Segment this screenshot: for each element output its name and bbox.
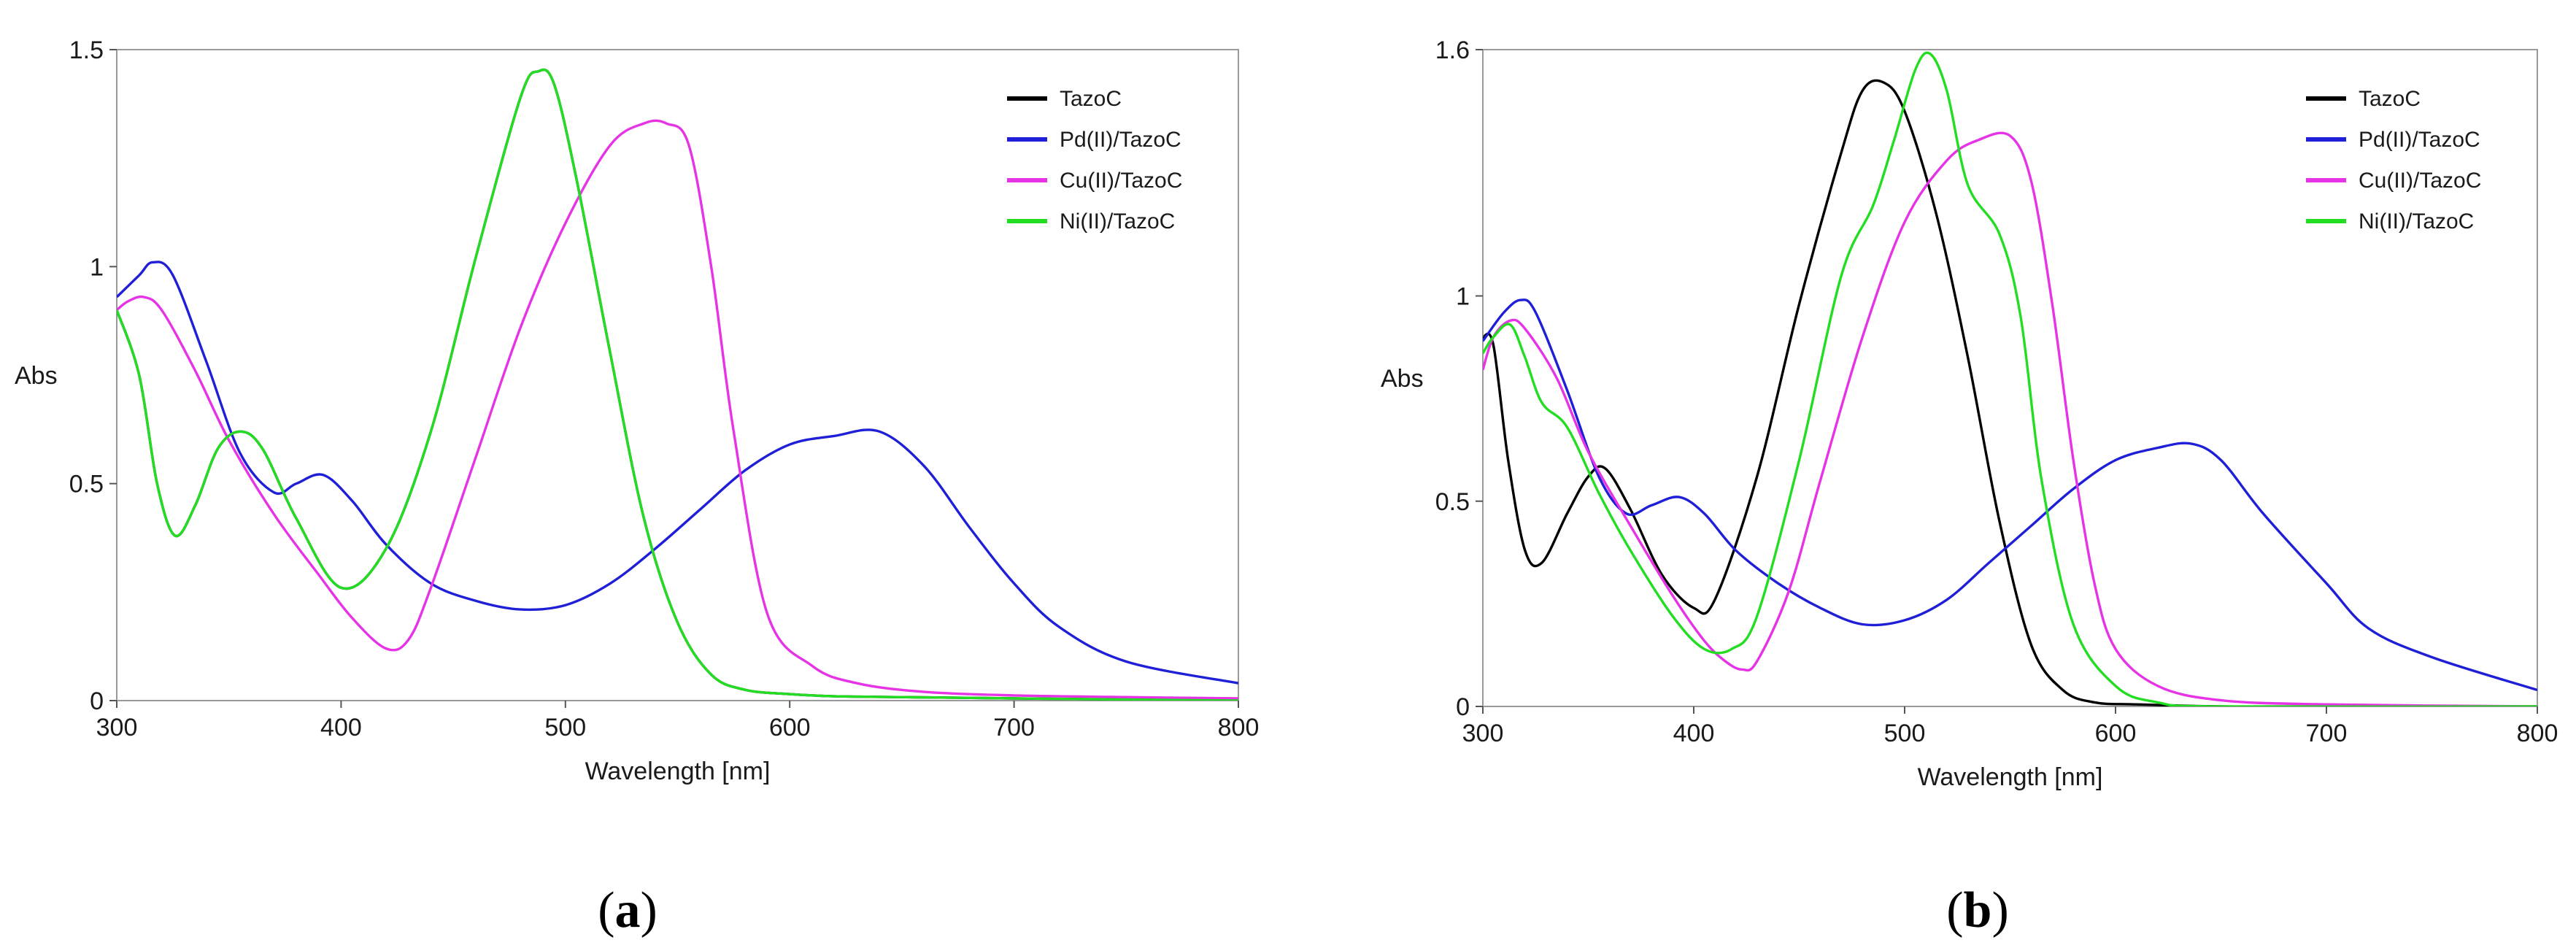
plot-frame [116,49,1239,701]
legend-label: Cu(II)/TazoC [2359,169,2481,193]
y-tick-label: 1 [1456,283,1470,311]
y-tick-label: 1.6 [1435,36,1470,64]
legend-label: TazoC [1060,87,1122,111]
y-axis-label: Abs [15,362,58,390]
x-tick-label: 700 [2306,720,2348,747]
legend-label: Cu(II)/TazoC [1060,169,1182,193]
x-tick-label: 400 [320,714,362,741]
legend: TazoC Pd(II)/TazoC Cu(II)/TazoC Ni(II)/Tazo… [1007,87,1182,234]
x-tick-label: 600 [769,714,811,741]
chart-a: 300 400 500 600 700 800 0 0.5 1 1.5 Wavelength [nm… [15,36,1259,939]
legend-label: Ni(II)/TazoC [1060,209,1175,234]
legend-label: TazoC [2359,87,2421,111]
x-tick-label: 800 [2517,720,2558,747]
panel-caption: (a) [598,882,658,939]
legend-label: Ni(II)/TazoC [2359,209,2474,234]
y-tick-label: 0 [90,687,104,715]
x-tick-label: 500 [1884,720,1926,747]
x-tick-label: 400 [1673,720,1715,747]
x-tick-label: 300 [96,714,138,741]
x-tick-label: 500 [544,714,586,741]
panel-caption: (b) [1946,882,2009,939]
y-tick-label: 0.5 [1435,488,1470,516]
series-line-pd-ii-tazoc [1483,298,2537,692]
x-axis-label: Wavelength [nm] [585,758,771,785]
x-tick-label: 300 [1462,720,1504,747]
x-tick-label: 700 [993,714,1035,741]
y-tick-label: 0.5 [69,471,104,498]
series-line-ni-ii-tazoc [117,68,1238,701]
y-tick-label: 1 [90,253,104,281]
legend: TazoC Pd(II)/TazoC Cu(II)/TazoC Ni(II)/Tazo… [2306,87,2481,234]
series-line-cu-ii-tazoc [1483,131,2537,706]
series-line-tazoc [117,68,1238,701]
y-axis-label: Abs [1381,365,1424,393]
y-tick-label: 0 [1456,693,1470,721]
legend-label: Pd(II)/TazoC [2359,128,2480,152]
series-line-pd-ii-tazoc [117,261,1238,685]
series-line-cu-ii-tazoc [117,119,1238,700]
series-line-ni-ii-tazoc [1483,51,2537,706]
x-tick-label: 600 [2095,720,2137,747]
x-axis-label: Wavelength [nm] [1918,763,2103,791]
series-line-tazoc [1483,79,2537,706]
chart-b: 300 400 500 600 700 800 0 0.5 1 1.6 Wavelength [nm… [1381,36,2558,939]
x-tick-label: 800 [1218,714,1260,741]
plot-frame [1482,49,2538,707]
y-tick-label: 1.5 [69,36,104,64]
legend-label: Pd(II)/TazoC [1060,128,1181,152]
